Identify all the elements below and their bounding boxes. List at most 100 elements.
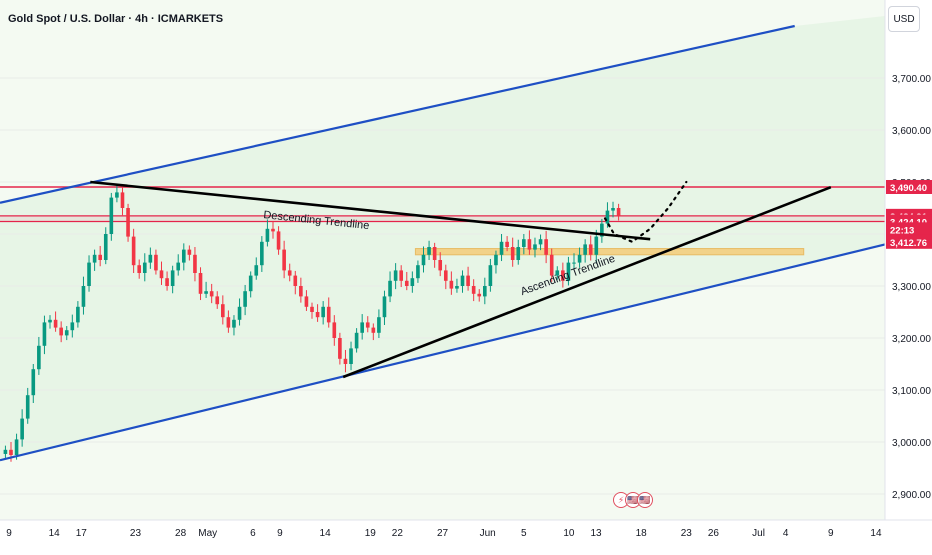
- time-tick-label: May: [198, 528, 217, 539]
- event-badges: ⚡ 🇺🇸 🇺🇸: [613, 492, 653, 508]
- candle-body: [522, 239, 526, 247]
- candle-body: [159, 270, 164, 279]
- channel-lower-line[interactable]: [0, 243, 886, 462]
- candle-body: [276, 231, 281, 250]
- price-tick-label: 3,700.00: [892, 74, 931, 85]
- candle-body: [304, 296, 309, 307]
- candle-body: [588, 244, 593, 255]
- candle-body: [98, 254, 102, 260]
- time-tick-label: 22: [392, 528, 404, 539]
- candle-body: [165, 278, 169, 286]
- price-label-box: [886, 234, 932, 249]
- time-axis[interactable]: [0, 520, 932, 550]
- candle-body: [455, 286, 459, 289]
- candle-body: [248, 275, 253, 292]
- time-tick-label: 27: [437, 528, 449, 539]
- time-tick-label: 14: [870, 528, 882, 539]
- candle-body: [572, 262, 576, 264]
- time-tick-label: 28: [175, 528, 187, 539]
- candle-body: [404, 280, 409, 286]
- price-axis[interactable]: [885, 0, 932, 550]
- candle-body: [282, 249, 286, 271]
- candle-body: [109, 197, 114, 234]
- candle-body: [154, 254, 158, 271]
- candle-body: [393, 270, 398, 281]
- candle-body: [254, 265, 259, 276]
- candle-body: [215, 296, 220, 305]
- candle-body: [87, 262, 91, 286]
- candle-body: [115, 192, 119, 198]
- candle-body: [20, 418, 24, 440]
- candle-body: [176, 262, 181, 271]
- candle-body: [365, 322, 370, 328]
- candle-body: [137, 265, 142, 273]
- time-tick-label: 18: [636, 528, 648, 539]
- time-tick-label: 14: [320, 528, 332, 539]
- time-tick-label: Jun: [480, 528, 496, 539]
- candle-body: [544, 239, 548, 255]
- projection-path: [603, 180, 688, 244]
- candle-body: [561, 270, 565, 281]
- candle-body: [338, 338, 342, 359]
- candle-body: [198, 273, 203, 294]
- candle-body: [494, 254, 498, 266]
- candle-body: [243, 291, 247, 307]
- support-zone: [414, 248, 805, 256]
- us-flag-icon[interactable]: 🇺🇸: [637, 492, 653, 508]
- candle-body: [126, 208, 130, 237]
- candle-body: [483, 286, 487, 297]
- candle-body: [399, 270, 404, 281]
- price-label: 3,490.40: [890, 183, 927, 194]
- candle-body: [460, 275, 465, 286]
- candle-body: [427, 247, 431, 255]
- candle-body: [37, 345, 41, 370]
- candle-body: [204, 291, 208, 294]
- time-tick-label: 23: [681, 528, 693, 539]
- currency-button[interactable]: USD: [888, 6, 920, 32]
- candle-body: [410, 278, 415, 286]
- price-label: 22:13: [890, 225, 914, 236]
- candle-body: [148, 254, 153, 263]
- price-label: 3,412.76: [890, 238, 927, 249]
- time-tick-label: 23: [130, 528, 142, 539]
- candle-body: [48, 319, 52, 323]
- candle-body: [299, 286, 303, 297]
- price-tick-label: 3,100.00: [892, 386, 931, 397]
- price-tick-label: 3,200.00: [892, 334, 931, 345]
- candle-body: [310, 306, 314, 312]
- candle-body: [265, 228, 270, 242]
- time-tick-label: 14: [49, 528, 61, 539]
- ascending-trendline[interactable]: [342, 185, 832, 379]
- candle-body: [616, 208, 621, 216]
- candle-body: [142, 262, 147, 273]
- candle-body: [293, 275, 298, 286]
- candle-body: [477, 293, 482, 297]
- candle-body: [9, 449, 13, 455]
- price-tick-label: 3,000.00: [892, 438, 931, 449]
- candle-body: [221, 304, 225, 318]
- candle-body: [605, 210, 610, 224]
- candle-body: [555, 270, 560, 276]
- price-label-box: [886, 222, 932, 237]
- candle-body: [287, 270, 292, 276]
- time-tick-label: 26: [708, 528, 720, 539]
- candle-body: [131, 236, 136, 266]
- candle-body: [209, 291, 214, 297]
- candle-body: [438, 260, 443, 271]
- candle-body: [53, 319, 58, 328]
- price-label-box: [886, 179, 932, 194]
- channel-upper-line[interactable]: [0, 24, 795, 204]
- candle-body: [527, 239, 532, 250]
- candle-body: [421, 254, 426, 266]
- candle-body: [505, 241, 509, 247]
- candle-body: [549, 254, 554, 276]
- price-tick-label: 2,900.00: [892, 490, 931, 501]
- candle-body: [488, 265, 493, 286]
- descending-trendline[interactable]: [90, 180, 651, 241]
- candle-body: [81, 286, 86, 307]
- chart-title: Gold Spot / U.S. Dollar · 4h · ICMARKETS: [8, 13, 224, 25]
- candle-body: [583, 244, 587, 255]
- candle-body: [566, 262, 571, 281]
